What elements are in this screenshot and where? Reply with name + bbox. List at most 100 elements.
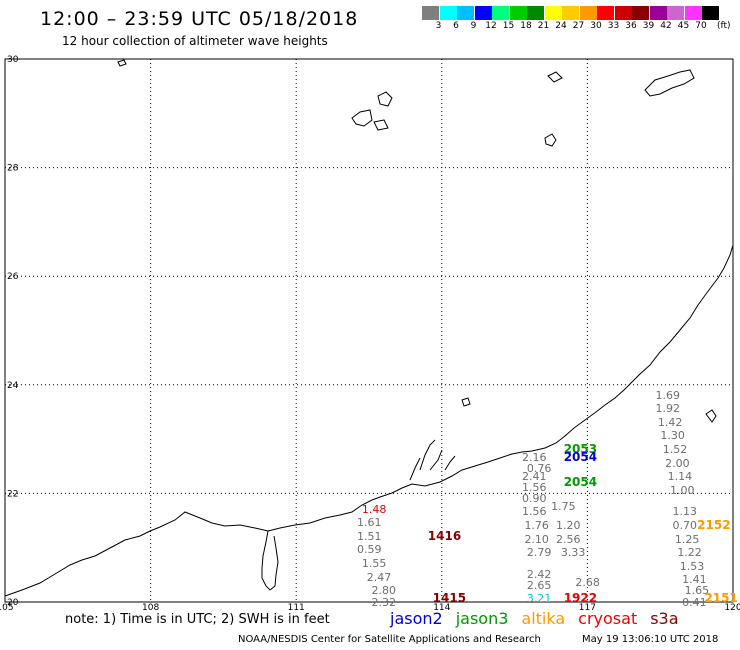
wave-height-value: 2.68 xyxy=(575,575,600,589)
scale-tick-label: 42 xyxy=(660,21,672,31)
island-zhoushan xyxy=(351,91,393,131)
pass-time-label: 2152 xyxy=(697,517,731,532)
lon-tick-label: 114 xyxy=(433,603,450,613)
scale-swatch xyxy=(702,6,719,20)
lat-tick-label: 28 xyxy=(7,164,19,174)
lon-tick-label: 117 xyxy=(579,603,596,613)
wave-height-value: 2.42 xyxy=(526,567,552,581)
wave-height-value: 2.65 xyxy=(526,578,552,592)
satellite-cryosat: cryosat xyxy=(578,609,638,628)
longitude-labels: 105 108 111 114 117 120 xyxy=(0,603,740,613)
scale-tick-label: 70 xyxy=(695,21,707,31)
island-taiwan-south xyxy=(461,397,717,423)
pass-time-label: 2054 xyxy=(563,450,598,465)
footer-credit: NOAA/NESDIS Center for Satellite Applica… xyxy=(238,634,541,645)
scale-swatch xyxy=(492,6,509,20)
scale-swatch xyxy=(527,6,544,20)
wave-height-value: 1.00 xyxy=(670,483,695,497)
scale-tick-label: 15 xyxy=(502,21,515,31)
scale-swatch xyxy=(684,6,702,20)
lat-tick-label: 26 xyxy=(7,272,19,282)
wave-height-value: 1.61 xyxy=(357,516,382,530)
pass-time-label: 1416 xyxy=(427,528,462,543)
scale-tick-label: 33 xyxy=(607,21,620,31)
wave-height-value: 2.79 xyxy=(526,546,552,560)
lon-tick-label: 111 xyxy=(288,603,305,613)
wave-height-value: 3.33 xyxy=(560,546,586,560)
wave-height-value: 1.92 xyxy=(655,402,680,416)
lat-tick-label: 30 xyxy=(7,55,19,65)
scale-tick-label: 45 xyxy=(677,21,690,31)
wave-height-value: 1.51 xyxy=(357,529,382,543)
wave-height-value: 1.41 xyxy=(682,573,707,587)
wave-height-value: 2.80 xyxy=(371,584,397,598)
wave-height-value: 1.14 xyxy=(667,470,693,484)
wave-height-value: 0.90 xyxy=(522,491,547,505)
satellite-altika: altika xyxy=(521,609,566,628)
wave-height-value: 1.13 xyxy=(672,505,697,519)
wave-height-value: 1.65 xyxy=(684,584,710,598)
scale-swatch xyxy=(474,6,492,20)
scale-swatch xyxy=(509,6,527,20)
coastline-mainland xyxy=(4,244,734,597)
wave-height-value: 1.55 xyxy=(361,556,387,570)
lon-tick-label: 105 xyxy=(0,603,14,613)
scale-tick-label: 21 xyxy=(537,21,550,31)
pass-time-label: 2151 xyxy=(704,591,738,606)
wave-height-value: 2.41 xyxy=(522,470,547,484)
coastline-leizhou xyxy=(261,530,279,591)
scale-swatch xyxy=(649,6,667,20)
scale-tick-label: 39 xyxy=(642,21,655,31)
footer-credit-line: NOAA/NESDIS Center for Satellite Applica… xyxy=(238,634,718,645)
scale-tick-label: 36 xyxy=(625,21,637,31)
satellite-jason3: jason3 xyxy=(455,609,509,628)
scale-tick-label: 30 xyxy=(590,21,602,31)
wave-height-value: 1.42 xyxy=(657,415,683,429)
wave-height-value: 1.20 xyxy=(555,518,581,532)
wave-height-value: 1.52 xyxy=(662,442,688,456)
island-northeast xyxy=(644,69,695,97)
island-small-2 xyxy=(117,59,127,67)
scale-swatch xyxy=(632,6,649,20)
lon-tick-label: 108 xyxy=(142,603,159,613)
wave-height-value: 1.56 xyxy=(522,480,547,494)
page-title: 12:00 – 23:59 UTC 05/18/2018 xyxy=(40,8,359,30)
wave-height-value: 1.76 xyxy=(524,518,549,532)
scale-tick-label: 27 xyxy=(572,21,585,31)
wave-height-value: 0.76 xyxy=(526,461,552,475)
scale-tick-label: 24 xyxy=(555,21,567,31)
wave-height-value: 2.56 xyxy=(555,532,581,546)
wave-height-value: 2.00 xyxy=(665,456,690,470)
wave-height-value: 1.22 xyxy=(677,546,702,560)
scale-swatch xyxy=(562,6,579,20)
scale-swatch xyxy=(457,6,474,20)
wave-height-value: 2.10 xyxy=(524,532,549,546)
footer-timestamp: May 19 13:06:10 UTC 2018 xyxy=(582,634,719,645)
wave-height-value: 1.56 xyxy=(522,505,547,519)
footer-note: note: 1) Time is in UTC; 2) SWH is in fe… xyxy=(65,612,330,627)
island-small-1 xyxy=(544,71,563,147)
scale-tick-label: 12 xyxy=(485,21,497,31)
scale-swatch xyxy=(579,6,597,20)
scale-swatch xyxy=(614,6,632,20)
scale-swatch xyxy=(597,6,614,20)
wave-height-value: 1.75 xyxy=(551,499,576,513)
wave-height-value: 1.30 xyxy=(660,429,685,443)
scale-swatch xyxy=(439,6,457,20)
wave-height-value: 1.48 xyxy=(361,502,387,516)
pass-time-label: 1922 xyxy=(563,591,598,606)
scale-tick-label: 18 xyxy=(520,21,532,31)
wave-height-value: 0.70 xyxy=(672,518,697,532)
wave-height-value: 3.21 xyxy=(526,592,552,606)
wave-height-value: 1.69 xyxy=(655,388,680,402)
latitude-labels: 30 28 26 24 22 20 xyxy=(7,55,19,608)
coastline-delta xyxy=(409,439,456,481)
scale-swatch xyxy=(667,6,684,20)
lat-tick-label: 24 xyxy=(7,381,19,391)
wave-height-value: 2.47 xyxy=(366,570,392,584)
pass-time-label: 2054 xyxy=(563,474,598,489)
lon-tick-label: 120 xyxy=(724,603,740,613)
scale-tick-label: 9 xyxy=(470,21,477,31)
lat-lon-grid xyxy=(4,58,734,603)
satellite-legend: jason2 jason3 altika cryosat s3a xyxy=(390,609,692,628)
